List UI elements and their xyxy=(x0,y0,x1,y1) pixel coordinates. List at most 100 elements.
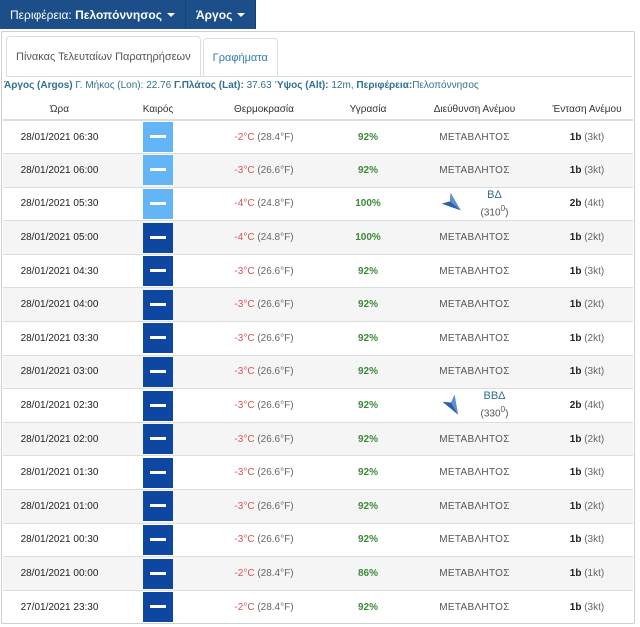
wind-knots: (3kt) xyxy=(584,467,605,479)
temp-fahrenheit: (26.6°F) xyxy=(257,500,294,512)
temp-fahrenheit: (24.8°F) xyxy=(257,198,294,210)
temp-celsius: -3°C xyxy=(234,265,255,277)
wind-variable: ΜΕΤΑΒΛΗΤΟΣ xyxy=(439,265,510,277)
wind-knots: (2kt) xyxy=(584,299,605,311)
night-fog-icon xyxy=(143,592,173,623)
night-fog-icon xyxy=(143,256,173,287)
wind-variable: ΜΕΤΑΒΛΗΤΟΣ xyxy=(439,332,510,344)
night-fog-icon xyxy=(143,323,173,354)
temp-celsius: -2°C xyxy=(234,568,255,580)
temp-fahrenheit: (26.6°F) xyxy=(257,467,294,479)
temp-fahrenheit: (26.6°F) xyxy=(257,265,294,277)
station-info: Άργος (Argos) Γ. Μήκος (Lon): 22.76 Γ.Πλ… xyxy=(4,80,479,91)
night-fog-icon xyxy=(143,222,173,253)
wind-variable: ΜΕΤΑΒΛΗΤΟΣ xyxy=(439,366,510,378)
table-row: 28/01/2021 03:00 -3°C (26.6°F) 92% ΜΕΤΑΒΛΗΤ… xyxy=(3,354,633,389)
wind-variable: ΜΕΤΑΒΛΗΤΟΣ xyxy=(439,433,510,445)
station-dropdown-value: Άργος xyxy=(195,7,233,22)
wind-beaufort: 2b xyxy=(569,198,582,210)
region-value: Πελοπόννησος xyxy=(412,80,479,91)
wind-knots: (4kt) xyxy=(584,198,605,210)
row-time: 28/01/2021 05:00 xyxy=(3,220,116,255)
wind-degrees: (330 xyxy=(480,408,501,420)
table-row: 27/01/2021 23:30 -2°C (28.4°F) 92% ΜΕΤΑΒΛΗΤ… xyxy=(3,589,633,623)
row-time: 28/01/2021 04:30 xyxy=(3,253,116,288)
night-fog-icon xyxy=(143,390,173,421)
temp-celsius: -3°C xyxy=(234,332,255,344)
wind-knots: (4kt) xyxy=(584,400,605,412)
wind-beaufort: 1b xyxy=(569,332,582,344)
observations-table: Ώρα Καιρός Θερμοκρασία Υγρασία Διεύθυνση… xyxy=(3,100,633,623)
temp-celsius: -3°C xyxy=(234,400,255,412)
humidity-value: 92% xyxy=(357,433,378,445)
table-row: 28/01/2021 04:30 -3°C (26.6°F) 92% ΜΕΤΑΒΛΗΤ… xyxy=(3,253,633,288)
row-time: 28/01/2021 06:30 xyxy=(3,119,116,154)
wind-knots: (2kt) xyxy=(584,332,605,344)
chevron-down-icon xyxy=(166,13,175,17)
wind-knots: (3kt) xyxy=(584,164,605,176)
temp-fahrenheit: (26.6°F) xyxy=(257,299,294,311)
wind-beaufort: 1b xyxy=(569,601,582,613)
station-dropdown[interactable]: Άργος xyxy=(184,0,255,29)
temp-fahrenheit: (24.8°F) xyxy=(257,232,294,244)
wind-knots: (1kt) xyxy=(584,568,605,580)
tab-charts[interactable]: Γραφήματα xyxy=(202,38,278,77)
col-humidity: Υγρασία xyxy=(328,100,408,121)
wind-variable: ΜΕΤΑΒΛΗΤΟΣ xyxy=(439,601,510,613)
wind-variable: ΜΕΤΑΒΛΗΤΟΣ xyxy=(439,467,510,479)
col-time: Ώρα xyxy=(3,100,116,121)
top-nav: Περιφέρεια: Πελοπόννησος Άργος xyxy=(0,0,257,29)
temp-fahrenheit: (26.6°F) xyxy=(257,366,294,378)
col-weather: Καιρός xyxy=(116,100,200,121)
temp-celsius: -3°C xyxy=(234,534,255,546)
alt-label: Ύψος (Alt): xyxy=(274,80,329,91)
row-time: 28/01/2021 04:00 xyxy=(3,287,116,322)
chevron-down-icon xyxy=(237,13,246,17)
region-label: Περιφέρεια: xyxy=(356,80,413,91)
light-fog-icon xyxy=(143,122,173,153)
wind-knots: (3kt) xyxy=(584,265,605,277)
table-row: 28/01/2021 03:30 -3°C (26.6°F) 92% ΜΕΤΑΒΛΗΤ… xyxy=(3,321,633,356)
tab-bar: Πίνακας Τελευταίων Παρατηρήσεων Γραφήματ… xyxy=(6,36,280,77)
region-dropdown[interactable]: Περιφέρεια: Πελοπόννησος xyxy=(0,0,185,29)
wind-degrees: (310 xyxy=(480,207,501,219)
humidity-value: 92% xyxy=(357,500,378,512)
row-time: 28/01/2021 02:30 xyxy=(3,388,116,423)
row-time: 28/01/2021 06:00 xyxy=(3,153,116,188)
temp-celsius: -4°C xyxy=(234,198,255,210)
humidity-value: 92% xyxy=(357,265,378,277)
row-time: 28/01/2021 03:00 xyxy=(3,354,116,389)
wind-variable: ΜΕΤΑΒΛΗΤΟΣ xyxy=(439,568,510,580)
wind-beaufort: 1b xyxy=(569,467,582,479)
table-row: 28/01/2021 04:00 -3°C (26.6°F) 92% ΜΕΤΑΒΛΗΤ… xyxy=(3,287,633,322)
wind-arrow-icon xyxy=(441,394,458,415)
lon-label: Γ. Μήκος (Lon): xyxy=(75,80,144,91)
wind-knots: (3kt) xyxy=(584,131,605,143)
wind-variable: ΜΕΤΑΒΛΗΤΟΣ xyxy=(439,299,510,311)
wind-variable: ΜΕΤΑΒΛΗΤΟΣ xyxy=(439,534,510,546)
table-row: 28/01/2021 06:00 -3°C (26.6°F) 92% ΜΕΤΑΒΛΗΤ… xyxy=(3,153,633,188)
observations-panel: Πίνακας Τελευταίων Παρατηρήσεων Γραφήματ… xyxy=(1,31,635,624)
wind-beaufort: 2b xyxy=(569,400,582,412)
table-row: 28/01/2021 06:30 -2°C (28.4°F) 92% ΜΕΤΑΒΛΗΤ… xyxy=(3,119,633,154)
tab-observations[interactable]: Πίνακας Τελευταίων Παρατηρήσεων xyxy=(6,36,201,77)
temp-celsius: -3°C xyxy=(234,467,255,479)
station-name: Άργος (Argos) xyxy=(4,80,73,91)
wind-beaufort: 1b xyxy=(569,265,582,277)
humidity-value: 92% xyxy=(357,534,378,546)
temp-fahrenheit: (28.4°F) xyxy=(257,601,294,613)
humidity-value: 92% xyxy=(357,467,378,479)
wind-arrow-icon xyxy=(441,192,461,211)
temp-fahrenheit: (26.6°F) xyxy=(257,433,294,445)
temp-celsius: -3°C xyxy=(234,366,255,378)
region-dropdown-label: Περιφέρεια: xyxy=(10,7,72,22)
wind-beaufort: 1b xyxy=(569,534,582,546)
humidity-value: 100% xyxy=(355,232,381,244)
col-wind-intensity: Ένταση Ανέμου xyxy=(541,100,633,121)
table-row: 28/01/2021 02:00 -3°C (26.6°F) 92% ΜΕΤΑΒΛΗΤ… xyxy=(3,421,633,456)
night-fog-icon xyxy=(143,491,173,522)
wind-beaufort: 1b xyxy=(569,500,582,512)
night-fog-icon xyxy=(143,457,173,488)
humidity-value: 92% xyxy=(357,131,378,143)
temp-celsius: -3°C xyxy=(234,433,255,445)
